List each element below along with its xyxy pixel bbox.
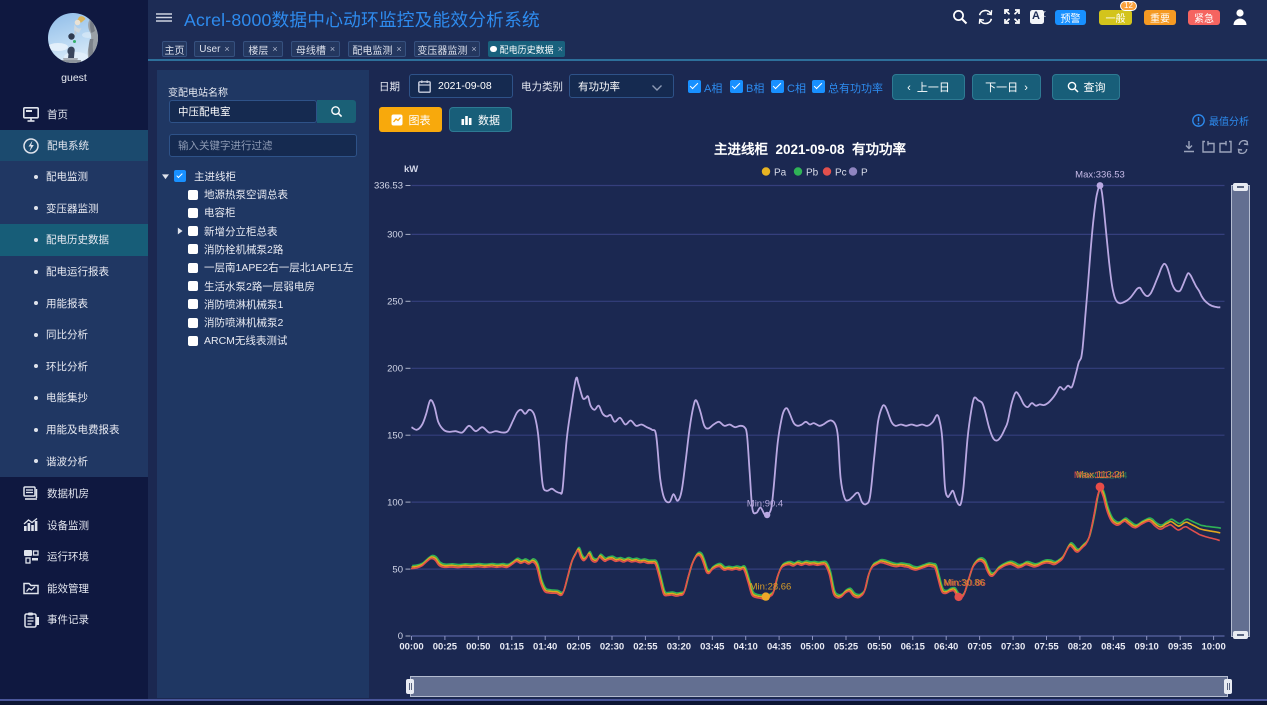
svg-text:Max:112.84: Max:112.84 <box>1079 471 1128 482</box>
svg-text:05:25: 05:25 <box>834 642 859 653</box>
svg-text:02:55: 02:55 <box>633 642 658 653</box>
svg-text:05:50: 05:50 <box>867 642 891 653</box>
svg-text:01:40: 01:40 <box>533 642 557 653</box>
svg-text:100: 100 <box>387 497 403 508</box>
svg-text:01:15: 01:15 <box>500 642 525 653</box>
svg-text:02:05: 02:05 <box>566 642 591 653</box>
svg-text:Min:90.4: Min:90.4 <box>747 499 783 510</box>
svg-text:03:20: 03:20 <box>667 642 691 653</box>
svg-text:P: P <box>861 168 868 179</box>
svg-text:07:05: 07:05 <box>967 642 992 653</box>
svg-text:336.53: 336.53 <box>374 181 403 192</box>
svg-text:00:25: 00:25 <box>433 642 458 653</box>
svg-text:Min:30.86: Min:30.86 <box>944 578 986 589</box>
svg-text:300: 300 <box>387 230 403 241</box>
svg-text:00:50: 00:50 <box>466 642 490 653</box>
svg-text:Min:30.86: Min:30.86 <box>943 578 985 589</box>
svg-text:150: 150 <box>387 430 403 441</box>
svg-text:09:10: 09:10 <box>1135 642 1159 653</box>
svg-text:08:20: 08:20 <box>1068 642 1092 653</box>
svg-text:04:10: 04:10 <box>734 642 758 653</box>
svg-text:03:45: 03:45 <box>700 642 725 653</box>
svg-text:07:55: 07:55 <box>1034 642 1059 653</box>
svg-text:Pc: Pc <box>835 168 847 179</box>
svg-text:Max:336.53: Max:336.53 <box>1075 170 1125 181</box>
svg-text:02:30: 02:30 <box>600 642 624 653</box>
svg-text:05:00: 05:00 <box>800 642 824 653</box>
svg-text:08:45: 08:45 <box>1101 642 1126 653</box>
svg-text:10:00: 10:00 <box>1201 642 1225 653</box>
svg-text:04:35: 04:35 <box>767 642 792 653</box>
svg-text:09:35: 09:35 <box>1168 642 1193 653</box>
svg-text:Min:28.66: Min:28.66 <box>750 582 792 593</box>
svg-text:0: 0 <box>398 631 403 642</box>
svg-text:Pa: Pa <box>774 168 787 179</box>
svg-text:Pb: Pb <box>806 168 819 179</box>
svg-text:Max:111.44: Max:111.44 <box>1074 470 1122 481</box>
svg-text:07:30: 07:30 <box>1001 642 1025 653</box>
svg-text:06:40: 06:40 <box>934 642 958 653</box>
svg-text:kW: kW <box>404 164 418 175</box>
svg-text:200: 200 <box>387 364 403 375</box>
svg-text:06:15: 06:15 <box>901 642 926 653</box>
svg-text:00:00: 00:00 <box>399 642 423 653</box>
svg-text:250: 250 <box>387 297 403 308</box>
svg-text:Max:113.24: Max:113.24 <box>1076 470 1125 481</box>
svg-text:50: 50 <box>392 564 403 575</box>
